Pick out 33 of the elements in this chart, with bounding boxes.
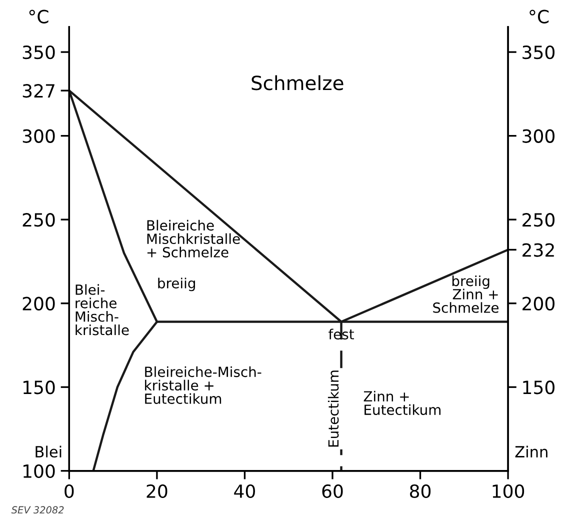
y2-tick-label: 300	[522, 129, 554, 143]
text: Blei	[36, 446, 62, 458]
y2-tick-label: 250	[522, 213, 554, 227]
y-tick-label: 350	[22, 46, 55, 60]
annotation: Bleireiche-Misch- kristalle + Eutectikum	[145, 366, 262, 404]
y-tick-label: 200	[22, 296, 55, 310]
y2-tick-label: 150	[523, 380, 554, 394]
annotation: Eutectikum	[328, 370, 339, 447]
annotation: Schmelze	[252, 75, 344, 90]
x-tick-label: 20	[146, 484, 168, 498]
y-tick-label: 327	[22, 84, 54, 98]
x-tick-label: 80	[410, 484, 431, 498]
y-tick-label: 300	[22, 129, 55, 143]
x-tick-label: 60	[322, 484, 343, 498]
y2-tick-label: 232	[522, 243, 554, 257]
annotation: Zinn + Schmelze	[433, 288, 499, 313]
annotation: breiig	[452, 275, 490, 289]
annotation: Zinn + Eutectikum	[364, 390, 440, 416]
annotation: breiig	[158, 278, 195, 292]
x-tick-label: 100	[492, 484, 524, 498]
y2-axis-title: °C	[530, 10, 549, 24]
x-tick-label: 0	[64, 484, 74, 498]
text: SEV 32082	[11, 506, 64, 514]
text: Zinn	[515, 446, 548, 458]
y-tick-label: 150	[24, 380, 55, 394]
annotation: Bleireiche Mischkristalle + Schmelze	[147, 220, 240, 258]
annotation: Blei- reiche Misch- kristalle	[76, 284, 129, 336]
y-axis-title: °C	[29, 10, 48, 24]
y2-tick-label: 200	[522, 296, 554, 310]
x-tick-label: 40	[234, 484, 256, 498]
y2-tick-label: 350	[522, 46, 554, 60]
y-tick-label: 250	[22, 213, 55, 227]
y-tick-label: 100	[24, 464, 55, 478]
